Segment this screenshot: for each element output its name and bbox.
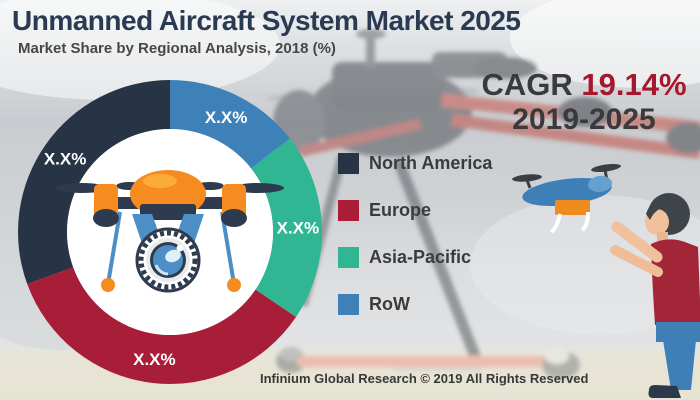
legend-item-europe: Europe <box>338 199 492 221</box>
person-neck <box>657 232 668 244</box>
person-illustration <box>610 193 700 398</box>
motor-pod-left <box>94 184 118 218</box>
donut-segment-north-america <box>18 80 170 284</box>
center-drone-illustration <box>56 170 284 293</box>
legend-swatch-europe <box>338 199 359 221</box>
person-shirt <box>651 239 700 325</box>
donut-label-row: X.X% <box>205 108 248 127</box>
footer-copyright: Infinium Global Research © 2019 All Righ… <box>260 371 589 386</box>
cagr-line: CAGR 19.14% <box>468 67 700 103</box>
person-leg-jeans <box>663 340 696 390</box>
page-subtitle: Market Share by Regional Analysis, 2018 … <box>18 40 336 57</box>
legend-swatch-asia-pacific <box>338 246 359 268</box>
person-arm-upper <box>611 221 663 263</box>
drone-foot-right <box>227 278 241 292</box>
small-drone-illustration <box>512 163 621 234</box>
person-hips <box>656 322 700 342</box>
donut-segments <box>18 80 323 384</box>
person-arm-lower <box>610 245 663 277</box>
motor-cap-right <box>221 209 247 227</box>
donut-segment-asia-pacific <box>251 138 323 317</box>
motor-cap-left <box>93 209 119 227</box>
drone-leg-left <box>106 211 122 285</box>
legend-item-row: RoW <box>338 293 492 315</box>
header: Unmanned Aircraft System Market 2025 Mar… <box>12 5 521 57</box>
donut-label-europe: X.X% <box>133 350 176 369</box>
legend-label-europe: Europe <box>369 199 432 220</box>
camera-lens <box>135 227 201 293</box>
person-fringe <box>646 196 673 220</box>
motor-pod-right <box>222 184 246 218</box>
donut-segment-row <box>170 80 290 169</box>
drone-hub <box>140 204 196 220</box>
cagr-period: 2019-2025 <box>512 102 656 136</box>
donut-label-asia-pacific: X.X% <box>277 219 320 238</box>
drone-body-highlight <box>143 174 177 188</box>
chart-legend: North America Europe Asia-Pacific RoW <box>338 152 492 340</box>
donut-segment-europe <box>27 267 296 384</box>
legend-swatch-row <box>338 293 359 315</box>
page-title: Unmanned Aircraft System Market 2025 <box>12 5 521 36</box>
person-with-drone-illustration <box>512 163 700 398</box>
drone-leg-right <box>220 211 236 285</box>
legend-label-north-america: North America <box>369 152 493 173</box>
cagr-label: CAGR <box>481 67 573 102</box>
legend-item-north-america: North America <box>338 152 492 174</box>
donut-segment-labels: X.X% X.X% X.X% X.X% <box>44 108 319 369</box>
legend-item-asia-pacific: Asia-Pacific <box>338 246 492 268</box>
drone-foot-left <box>101 278 115 292</box>
person-shoe <box>648 385 681 398</box>
cagr-value: 19.14% <box>581 67 687 102</box>
donut-chart: X.X% X.X% X.X% X.X% <box>18 80 323 384</box>
cagr-callout: CAGR 19.14% 2019-2025 <box>468 67 700 136</box>
donut-label-north-america: X.X% <box>44 150 87 169</box>
legend-label-row: RoW <box>369 293 410 314</box>
legend-label-asia-pacific: Asia-Pacific <box>369 246 472 267</box>
legend-swatch-north-america <box>338 152 359 174</box>
